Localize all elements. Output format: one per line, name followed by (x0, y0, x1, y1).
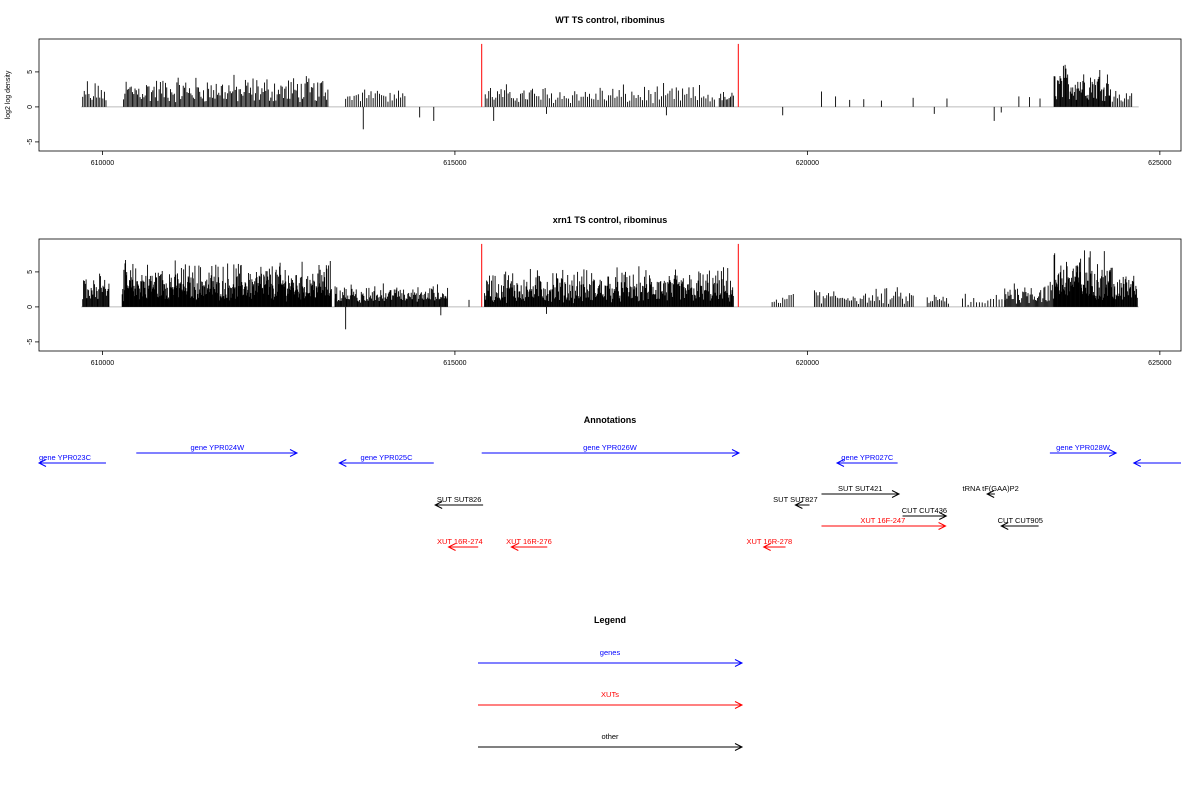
annotation-label: gene YPR026W (583, 443, 638, 452)
legend-label: other (601, 732, 619, 741)
annotation-feature: SUT SUT826 (434, 495, 484, 509)
legend-item: other (478, 732, 744, 751)
legend-label: XUTs (601, 690, 619, 699)
y-axis-label: log2 log density (5, 70, 12, 119)
feature-arrow-head (734, 701, 744, 709)
annotation-feature: SUT SUT421 (821, 484, 901, 498)
annotation-feature: CUT CUT436 (902, 506, 948, 520)
axes-wt: 610000 615000 620000 625000 -5 0 5 (27, 70, 1172, 167)
y-tick-label: -5 (27, 139, 34, 145)
feature-arrow-head (731, 449, 741, 457)
annotation-label: SUT SUT421 (838, 484, 882, 493)
x-tick-label: 610000 (91, 160, 114, 167)
x-tick-label: 615000 (443, 160, 466, 167)
feature-arrow-head (447, 543, 456, 551)
feature-arrow-head (338, 459, 347, 467)
annotation-label: gene YPR023C (39, 453, 92, 462)
annotation-label: SUT SUT826 (437, 495, 481, 504)
legend: Legend genes XUTs other (478, 615, 744, 751)
bars-xrn1 (81, 243, 1139, 330)
legend-item: XUTs (478, 690, 744, 709)
feature-arrow-head (938, 522, 947, 530)
feature-arrow-head (510, 543, 519, 551)
annotation-features: gene YPR023C gene YPR024W gene YPR025C gene… (37, 443, 1181, 551)
y-tick-label: 0 (27, 105, 34, 109)
legend-title: Legend (594, 615, 626, 625)
annotation-label: gene YPR028W (1056, 443, 1111, 452)
annotation-feature: gene YPR025C (338, 453, 434, 467)
annotation-feature: XUT 16F-247 (821, 516, 947, 530)
annotation-feature: tRNA tF(GAA)P2 (963, 484, 1019, 498)
x-tick-label: 620000 (796, 160, 819, 167)
annotation-feature (1132, 459, 1181, 467)
annotation-label: CUT CUT905 (998, 516, 1043, 525)
feature-arrow-head (939, 512, 948, 520)
feature-arrow-head (794, 501, 803, 509)
annotation-label: gene YPR025C (361, 453, 414, 462)
annotation-feature: CUT CUT905 (998, 516, 1043, 530)
feature-arrow-head (986, 490, 995, 498)
feature-arrow-head (1108, 449, 1118, 457)
annotations-title: Annotations (584, 415, 637, 425)
annotation-label: CUT CUT436 (902, 506, 947, 515)
annotation-feature: gene YPR028W (1049, 443, 1118, 457)
y-tick-label: 5 (27, 70, 34, 74)
annotation-feature: XUT 16R-278 (746, 537, 792, 551)
feature-arrow-head (835, 459, 845, 467)
feature-arrow-head (289, 449, 299, 457)
legend-items: genes XUTs other (478, 648, 744, 751)
annotation-label: SUT SUT827 (773, 495, 817, 504)
axes-xrn1: 610000 615000 620000 625000 -5 0 5 (27, 270, 1172, 367)
annotation-label: tRNA tF(GAA)P2 (963, 484, 1019, 493)
annotation-feature: gene YPR027C (835, 453, 898, 467)
feature-arrow-head (734, 659, 744, 667)
feature-arrow-head (734, 743, 744, 751)
x-tick-label: 620000 (796, 360, 819, 367)
feature-arrow-head (891, 490, 901, 498)
y-tick-label: -5 (27, 339, 34, 345)
annotation-label: gene YPR027C (841, 453, 894, 462)
annotation-label: XUT 16R-276 (506, 537, 552, 546)
annotation-feature: XUT 16R-274 (437, 537, 483, 551)
feature-arrow-head (762, 543, 771, 551)
annotation-feature: XUT 16R-276 (506, 537, 552, 551)
annotation-feature: gene YPR023C (37, 453, 106, 467)
y-tick-label: 5 (27, 270, 34, 274)
annotation-label: XUT 16R-274 (437, 537, 483, 546)
feature-arrow-head (1000, 522, 1009, 530)
feature-arrow-head (1132, 459, 1141, 467)
feature-arrow-head (37, 459, 47, 467)
feature-arrow-head (434, 501, 443, 509)
annotation-feature: gene YPR026W (481, 443, 741, 457)
plot-frame-xrn1 (38, 238, 1182, 352)
bars-wt (81, 43, 1139, 130)
legend-item: genes (478, 648, 744, 667)
track-panel-xrn1: xrn1 TS control, ribominus 610000 615000 6… (27, 215, 1182, 367)
y-tick-label: 0 (27, 305, 34, 309)
annotation-feature: gene YPR024W (136, 443, 299, 457)
x-tick-label: 625000 (1148, 160, 1171, 167)
annotation-label: gene YPR024W (191, 443, 246, 452)
legend-label: genes (600, 648, 621, 657)
x-tick-label: 610000 (91, 360, 114, 367)
plot-frame-wt (38, 38, 1182, 152)
x-tick-label: 625000 (1148, 360, 1171, 367)
annotation-label: XUT 16F-247 (860, 516, 905, 525)
annotation-feature: SUT SUT827 (773, 495, 818, 509)
track-panel-wt: WT TS control, ribominus log2 log densit… (5, 15, 1182, 167)
x-tick-label: 615000 (443, 360, 466, 367)
track-title-wt: WT TS control, ribominus (555, 15, 665, 25)
track-title-xrn1: xrn1 TS control, ribominus (553, 215, 668, 225)
annotation-label: XUT 16R-278 (746, 537, 792, 546)
